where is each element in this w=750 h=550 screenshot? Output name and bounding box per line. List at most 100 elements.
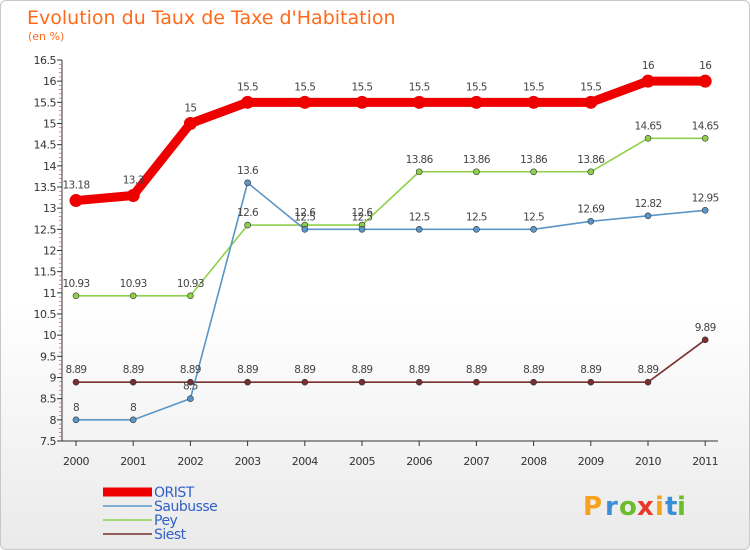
data-label-saubusse: 12.5 xyxy=(409,211,430,223)
data-label-pey: 12.6 xyxy=(237,207,259,219)
data-point-pey xyxy=(415,168,423,176)
data-label-orist: 16 xyxy=(699,60,712,72)
series-lines xyxy=(71,76,710,421)
data-label-siest: 8.89 xyxy=(294,364,315,376)
data-label-saubusse: 8 xyxy=(130,402,136,414)
data-point-orist xyxy=(298,95,312,109)
x-tick-label: 2006 xyxy=(406,455,432,468)
data-label-orist: 16 xyxy=(642,60,655,72)
y-tick-label: 16 xyxy=(43,75,56,88)
legend-label-orist: ORIST xyxy=(154,485,195,501)
y-tick-label: 15 xyxy=(43,118,56,131)
data-point-orist xyxy=(241,95,255,109)
data-label-siest: 8.89 xyxy=(523,364,544,376)
y-tick-label: 10 xyxy=(43,329,56,342)
data-label-pey: 14.65 xyxy=(634,120,661,132)
y-tick-label: 12.5 xyxy=(34,223,57,236)
data-label-pey: 12.6 xyxy=(294,207,316,219)
x-tick-label: 2010 xyxy=(635,455,661,468)
logo-letter: i xyxy=(677,492,687,522)
y-tick-label: 14.5 xyxy=(34,139,57,152)
x-tick-label: 2007 xyxy=(463,455,489,468)
data-label-pey: 13.86 xyxy=(520,154,548,166)
data-label-pey: 12.6 xyxy=(352,207,374,219)
y-tick-label: 8 xyxy=(50,414,57,427)
x-tick-label: 2009 xyxy=(578,455,604,468)
x-tick-label: 2001 xyxy=(120,455,146,468)
y-tick-label: 13.5 xyxy=(34,181,57,194)
y-tick-label: 13 xyxy=(43,202,56,215)
data-point-saubusse xyxy=(129,416,137,424)
data-point-saubusse xyxy=(358,226,366,233)
data-label-saubusse: 8.5 xyxy=(183,381,198,393)
data-point-saubusse xyxy=(187,395,194,402)
data-point-siest xyxy=(358,378,366,386)
y-tick-label: 12 xyxy=(43,245,56,258)
data-point-orist xyxy=(183,117,197,130)
data-label-pey: 14.65 xyxy=(692,120,719,132)
logo-letter: o xyxy=(619,492,638,522)
data-point-siest xyxy=(644,378,652,386)
data-point-orist xyxy=(69,194,83,208)
data-point-saubusse xyxy=(701,206,709,214)
data-label-siest: 8.89 xyxy=(638,364,659,376)
data-point-saubusse xyxy=(587,217,595,225)
data-point-pey xyxy=(244,221,251,229)
data-point-pey xyxy=(187,292,194,300)
data-point-siest xyxy=(701,336,709,344)
data-point-pey xyxy=(587,168,595,176)
data-label-orist: 15.5 xyxy=(466,81,487,93)
data-points xyxy=(69,74,712,424)
data-label-saubusse: 12.95 xyxy=(692,192,719,204)
data-point-siest xyxy=(72,378,80,386)
data-point-orist xyxy=(641,74,655,88)
y-tick-label: 15.5 xyxy=(34,96,57,109)
data-label-pey: 13.86 xyxy=(463,154,491,166)
y-tick-label: 10.5 xyxy=(34,308,57,321)
series-line-orist xyxy=(71,76,710,206)
series-line-pey xyxy=(75,137,707,297)
data-point-siest xyxy=(415,378,423,386)
data-point-siest xyxy=(301,378,309,386)
data-label-saubusse: 12.5 xyxy=(352,211,373,223)
logo-letter: P xyxy=(583,492,603,522)
data-point-pey xyxy=(473,168,480,176)
data-label-pey: 10.93 xyxy=(120,278,147,290)
data-point-siest xyxy=(587,378,595,386)
y-tick-label: 8.5 xyxy=(40,393,56,406)
legend-label-pey: Pey xyxy=(154,513,178,529)
data-label-siest: 8.89 xyxy=(352,364,373,376)
y-tick-label: 9.5 xyxy=(40,350,56,363)
axes xyxy=(57,59,718,446)
data-point-pey xyxy=(129,292,137,300)
data-label-saubusse: 12.5 xyxy=(466,211,487,223)
data-label-saubusse: 13.6 xyxy=(237,165,259,177)
logo-letter: i xyxy=(655,492,665,522)
data-point-pey xyxy=(72,292,80,300)
data-label-siest: 8.89 xyxy=(180,364,201,376)
x-tick-label: 2002 xyxy=(177,455,203,468)
logo-letter: x xyxy=(637,492,655,522)
x-tick-label: 2005 xyxy=(349,455,375,468)
data-label-orist: 13.18 xyxy=(62,180,89,192)
x-tick-label: 2008 xyxy=(521,455,547,468)
data-point-saubusse xyxy=(301,226,309,233)
y-tick-label: 11 xyxy=(43,287,56,300)
legend-label-saubusse: Saubusse xyxy=(154,499,217,515)
logo-letter: r xyxy=(605,492,619,522)
data-label-saubusse: 12.5 xyxy=(294,211,315,223)
data-label-siest: 9.89 xyxy=(695,322,716,334)
tick-labels: 7.5 8 8.5 9 9.5 10 10.5 11 11.5 12 12.5 13 13.5 14 14.… xyxy=(34,54,719,468)
data-label-pey: 13.86 xyxy=(406,154,434,166)
y-tick-label: 9 xyxy=(50,372,57,385)
data-label-siest: 8.89 xyxy=(66,364,87,376)
data-label-siest: 8.89 xyxy=(580,364,601,376)
data-label-saubusse: 8 xyxy=(73,402,79,414)
data-point-orist xyxy=(469,95,483,109)
data-label-orist: 15.5 xyxy=(237,81,258,93)
data-label-orist: 15.5 xyxy=(352,81,373,93)
data-label-siest: 8.89 xyxy=(409,364,430,376)
data-point-siest xyxy=(244,378,251,386)
data-point-orist xyxy=(584,95,598,109)
y-tick-label: 11.5 xyxy=(34,266,57,279)
